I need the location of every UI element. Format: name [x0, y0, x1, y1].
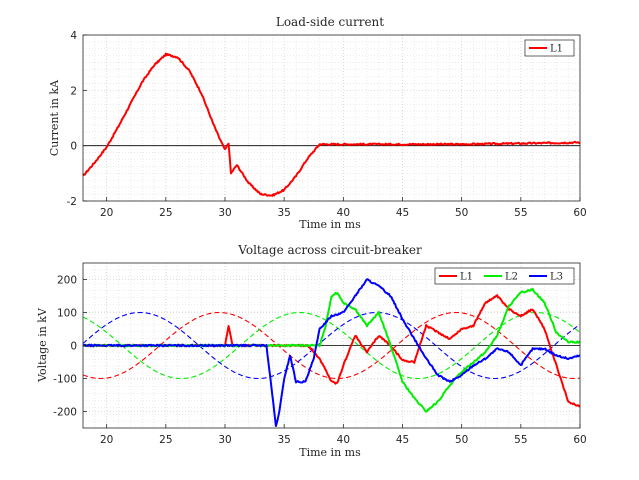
x-tick-label: 35: [277, 434, 290, 446]
y-tick-label: 4: [70, 30, 77, 42]
series-line-L1: [82, 52, 581, 197]
x-tick-label: 55: [514, 207, 527, 219]
x-tick-label: 25: [159, 434, 172, 446]
x-tick-label: 40: [337, 207, 350, 219]
y-axis-label: Current in kA: [48, 79, 61, 156]
legend-label: L2: [505, 272, 518, 283]
series-layer: [82, 278, 581, 428]
reference-sine-4: [82, 311, 581, 380]
legend-box: [434, 267, 575, 285]
plot-title: Load-side current: [276, 15, 384, 29]
legend-box: [524, 39, 575, 57]
y-tick-label: 0: [70, 141, 77, 153]
plot-voltage-across-circuit-breaker: Voltage across circuit-breaker 20 25 30 35 4…: [36, 243, 587, 459]
x-tick-label: 55: [514, 434, 527, 446]
x-tick-label: 60: [573, 207, 586, 219]
x-tick-label: 30: [218, 434, 231, 446]
legend-label: L1: [460, 272, 473, 283]
reference-sine-3: [82, 311, 581, 380]
x-tick-label: 40: [337, 434, 350, 446]
x-tick-label: 30: [218, 207, 231, 219]
y-tick-label: -2: [67, 196, 77, 208]
y-tick-labels: -200 -100 0 100 200: [53, 275, 87, 419]
legend: L1 L2 L3: [434, 267, 575, 285]
y-axis-label: Voltage in kV: [36, 307, 49, 383]
x-tick-label: 50: [455, 434, 468, 446]
x-tick-labels: 20 25 30 35 40 45 50 55 60: [100, 197, 587, 219]
legend-label: L3: [550, 272, 563, 283]
plot-load-side-current: Load-side current 20 25 30 35 40 45 50 55 60 -2 0…: [48, 15, 587, 231]
x-tick-labels: 20 25 30 35 40 45 50 55 60: [100, 424, 587, 446]
x-tick-label: 45: [396, 207, 409, 219]
series-layer: [82, 52, 581, 197]
legend-label: L1: [550, 44, 563, 55]
x-tick-label: 60: [573, 434, 586, 446]
x-tick-label: 20: [100, 434, 113, 446]
legend: L1: [524, 39, 575, 57]
x-axis-label: Time in ms: [299, 218, 361, 231]
x-tick-label: 35: [277, 207, 290, 219]
y-tick-label: 0: [70, 341, 77, 353]
x-tick-label: 50: [455, 207, 468, 219]
reference-sine-5: [82, 311, 581, 380]
x-tick-label: 20: [100, 207, 113, 219]
x-tick-label: 45: [396, 434, 409, 446]
y-tick-labels: -2 0 2 4: [67, 30, 87, 208]
x-axis-label: Time in ms: [299, 446, 361, 459]
plot-title: Voltage across circuit-breaker: [237, 243, 422, 257]
y-tick-label: -100: [53, 374, 77, 386]
y-tick-label: 100: [57, 308, 77, 320]
x-tick-label: 25: [159, 207, 172, 219]
y-tick-label: -200: [53, 407, 77, 419]
y-tick-label: 200: [57, 275, 77, 287]
series-line-L3: [82, 278, 581, 428]
axes-box: [82, 34, 581, 202]
y-tick-label: 2: [70, 85, 77, 97]
